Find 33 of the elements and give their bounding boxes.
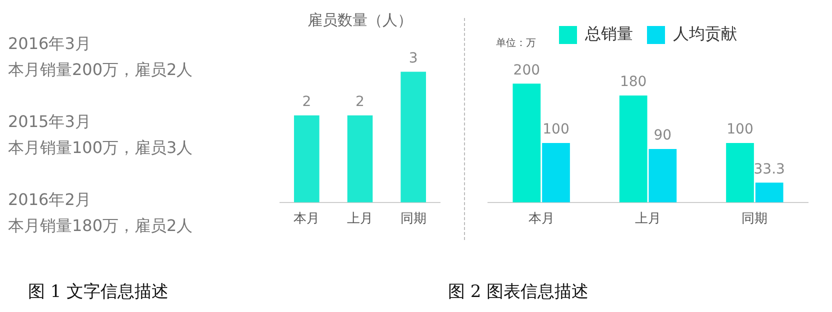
bar xyxy=(648,148,677,202)
bar xyxy=(755,182,784,202)
legend-label: 人均贡献 xyxy=(673,24,737,44)
x-tick-label: 同期 xyxy=(742,212,768,227)
data-label: 100 xyxy=(726,122,754,138)
data-label: 3 xyxy=(408,50,418,66)
text: 2016年3月 xyxy=(8,34,91,55)
text: 本月销量100万，雇员3人 xyxy=(8,138,193,159)
caption: 图 2 图表信息描述 xyxy=(448,281,589,303)
text: 2016年2月 xyxy=(8,190,91,211)
text: 单位：万 xyxy=(496,36,536,50)
data-label: 2 xyxy=(356,94,364,110)
chart-title: 雇员数量（人） xyxy=(308,10,412,29)
data-label: 180 xyxy=(620,74,647,90)
caption: 图 1 文字信息描述 xyxy=(28,281,169,303)
x-tick-label: 上月 xyxy=(635,212,661,227)
data-label: 100 xyxy=(542,122,570,138)
text: 2015年3月 xyxy=(8,112,91,133)
x-tick-label: 同期 xyxy=(400,212,426,227)
bar xyxy=(726,143,754,202)
legend-label: 总销量 xyxy=(584,24,633,44)
data-label: 200 xyxy=(513,62,540,78)
data-label: 90 xyxy=(654,128,672,144)
x-tick-label: 本月 xyxy=(294,212,320,227)
text: 本月销量200万，雇员2人 xyxy=(8,60,193,81)
x-tick-label: 上月 xyxy=(347,212,373,227)
bar xyxy=(619,96,648,202)
bar xyxy=(542,143,570,202)
data-label: 2 xyxy=(302,94,312,110)
bar xyxy=(512,84,541,202)
x-tick-label: 本月 xyxy=(528,212,554,227)
data-label: 33.3 xyxy=(754,161,785,178)
text: 本月销量180万，雇员2人 xyxy=(8,216,193,237)
